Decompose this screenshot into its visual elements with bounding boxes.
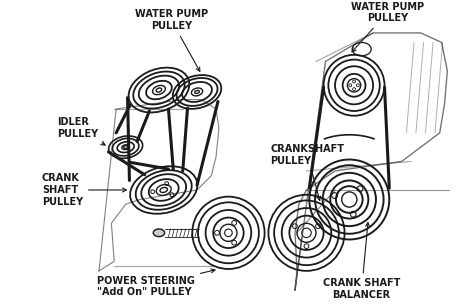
Text: CRANK SHAFT
BALANCER: CRANK SHAFT BALANCER <box>323 223 401 300</box>
Text: CRANKSHAFT
PULLEY: CRANKSHAFT PULLEY <box>270 144 344 200</box>
Text: IDLER
PULLEY: IDLER PULLEY <box>57 117 105 145</box>
Ellipse shape <box>153 229 164 237</box>
Text: WATER PUMP
PULLEY: WATER PUMP PULLEY <box>351 2 424 52</box>
Text: CRANK
SHAFT
PULLEY: CRANK SHAFT PULLEY <box>42 173 127 206</box>
Text: WATER PUMP
PULLEY: WATER PUMP PULLEY <box>135 9 208 71</box>
Text: POWER STEERING
"Add On" PULLEY: POWER STEERING "Add On" PULLEY <box>97 269 215 297</box>
